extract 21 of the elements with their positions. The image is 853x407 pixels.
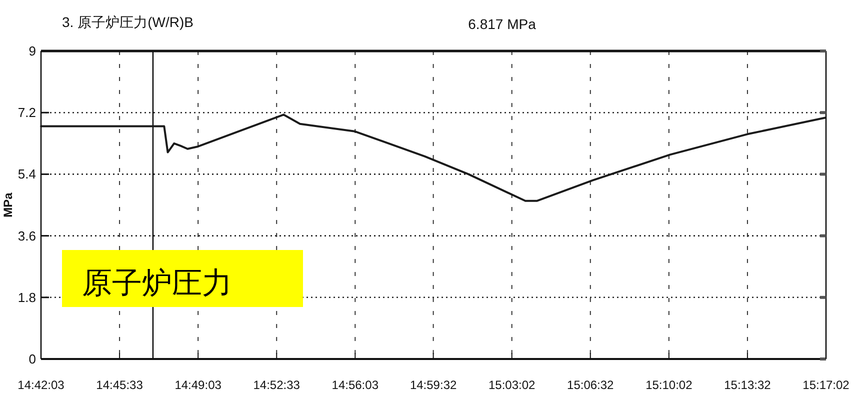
x-tick-label: 15:06:32	[567, 378, 614, 392]
x-tick-label: 14:59:32	[410, 378, 457, 392]
x-tick-label: 14:42:03	[18, 378, 65, 392]
x-tick-label: 15:10:02	[646, 378, 693, 392]
x-tick-label: 15:03:02	[488, 378, 536, 392]
x-tick-label: 14:56:03	[332, 378, 379, 392]
y-tick-label: 7.2	[18, 105, 36, 120]
text: 6.817 MPa	[468, 16, 536, 32]
y-tick-label: 9	[28, 44, 36, 58]
x-tick-label: 14:45:33	[96, 378, 144, 392]
y-tick-label: 0	[28, 352, 36, 366]
y-axis-title: MPa	[1, 192, 15, 218]
y-tick-label: 5.4	[18, 166, 36, 182]
chart-title: 3. 原子炉圧力(W/R)B	[62, 14, 194, 30]
x-tick-label: 14:52:33	[253, 378, 300, 392]
y-tick-label: 3.6	[18, 228, 36, 244]
x-tick-label: 15:13:32	[724, 378, 772, 392]
x-tick-label: 14:49:03	[174, 378, 222, 392]
annotation: 原子炉圧力	[82, 267, 232, 300]
y-tick-label: 1.8	[18, 290, 36, 305]
x-tick-label: 15:17:02	[802, 378, 850, 392]
